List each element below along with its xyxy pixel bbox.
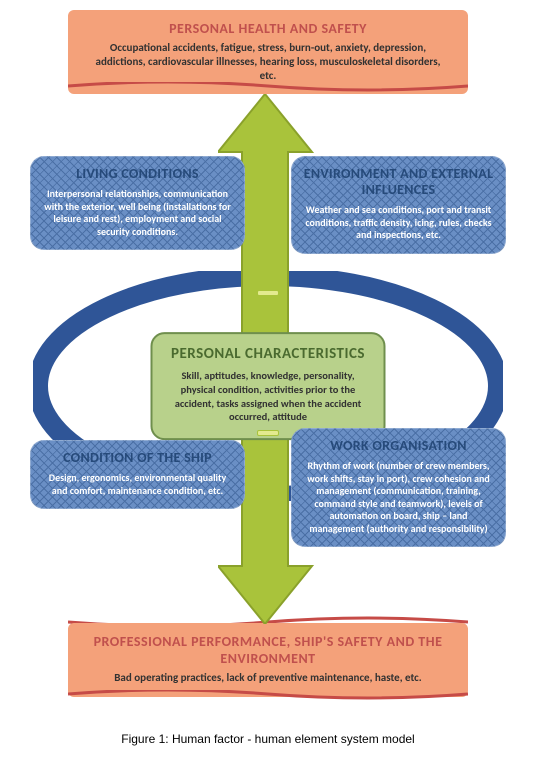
bottom-banner-wave-bottom (68, 690, 468, 700)
center-box: PERSONAL CHARACTERISTICS Skill, aptitude… (151, 332, 386, 440)
box-title: CONDITION OF THE SHIP (42, 450, 233, 466)
box-title: ENVIRONMENT AND EXTERNAL INFLUENCES (303, 166, 494, 198)
bottom-banner: PROFESSIONAL PERFORMANCE, SHIP'S SAFETY … (68, 623, 468, 697)
bottom-banner-desc: Bad operating practices, lack of prevent… (82, 671, 454, 685)
connector-top (257, 290, 279, 296)
top-banner-title: PERSONAL HEALTH AND SAFETY (82, 20, 454, 37)
top-banner-desc: Occupational accidents, fatigue, stress,… (82, 41, 454, 82)
box-environment: ENVIRONMENT AND EXTERNAL INFLUENCES Weat… (291, 156, 506, 254)
figure-caption: Figure 1: Human factor - human element s… (0, 732, 536, 746)
top-banner-wave (68, 82, 468, 92)
box-living-conditions: LIVING CONDITIONS Interpersonal relation… (30, 156, 245, 250)
connector-bottom (257, 430, 279, 436)
center-title: PERSONAL CHARACTERISTICS (171, 346, 366, 363)
box-desc: Weather and sea conditions, port and tra… (303, 204, 494, 242)
box-desc: Rhythm of work (number of crew members, … (303, 460, 494, 535)
center-desc: Skill, aptitudes, knowledge, personality… (171, 369, 366, 424)
box-work-organisation: WORK ORGANISATION Rhythm of work (number… (291, 428, 506, 547)
diagram-canvas: PERSONAL HEALTH AND SAFETY Occupational … (0, 0, 536, 764)
box-desc: Design, ergonomics, environmental qualit… (42, 472, 233, 497)
bottom-banner-title: PROFESSIONAL PERFORMANCE, SHIP'S SAFETY … (82, 633, 454, 667)
box-title: WORK ORGANISATION (303, 438, 494, 454)
box-title: LIVING CONDITIONS (42, 166, 233, 182)
box-desc: Interpersonal relationships, communicati… (42, 188, 233, 238)
box-condition-of-ship: CONDITION OF THE SHIP Design, ergonomics… (30, 440, 245, 509)
